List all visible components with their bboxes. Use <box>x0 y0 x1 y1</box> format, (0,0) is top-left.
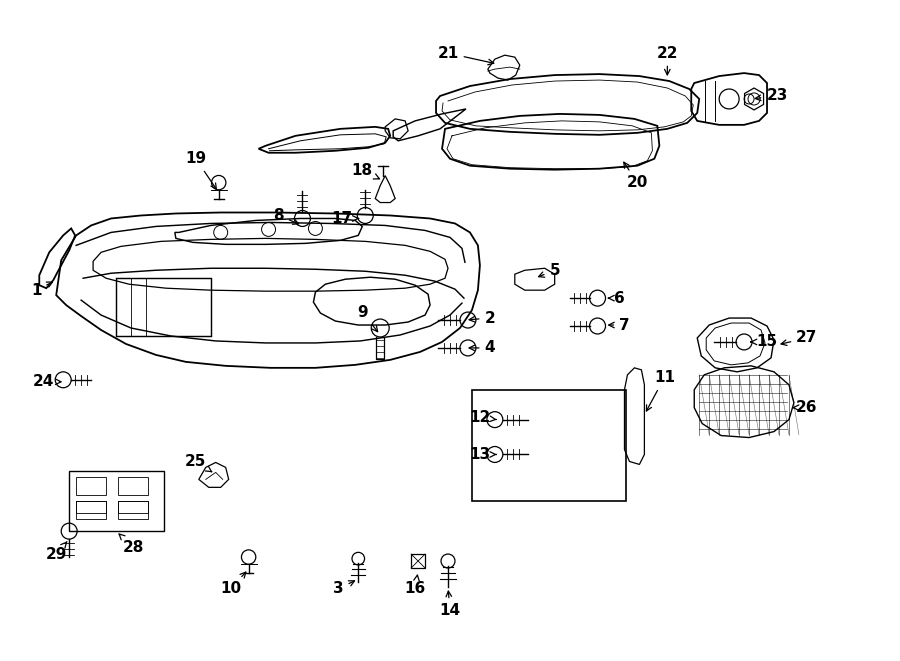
Text: 17: 17 <box>332 211 358 226</box>
Bar <box>472 390 626 501</box>
Text: 5: 5 <box>538 263 560 278</box>
Bar <box>76 477 106 495</box>
Bar <box>76 501 106 519</box>
Text: 15: 15 <box>751 334 778 350</box>
Text: 29: 29 <box>46 541 67 562</box>
Text: 19: 19 <box>185 151 216 189</box>
Text: 14: 14 <box>439 591 461 618</box>
Text: 3: 3 <box>333 581 355 596</box>
Text: 1: 1 <box>31 282 52 297</box>
Bar <box>69 471 164 531</box>
Text: 8: 8 <box>274 208 299 224</box>
Bar <box>118 501 148 519</box>
Text: 18: 18 <box>352 163 380 179</box>
Text: 24: 24 <box>32 374 61 389</box>
Text: 26: 26 <box>793 400 817 415</box>
Bar <box>118 477 148 495</box>
Text: 16: 16 <box>404 575 426 596</box>
Text: 21: 21 <box>437 46 494 65</box>
Text: 20: 20 <box>624 162 648 190</box>
Text: 4: 4 <box>469 340 495 356</box>
Text: 28: 28 <box>119 534 144 555</box>
Text: 12: 12 <box>469 410 496 425</box>
Text: 25: 25 <box>185 454 211 472</box>
Text: 6: 6 <box>608 291 625 305</box>
Text: 27: 27 <box>781 330 817 346</box>
Bar <box>76 501 106 513</box>
Text: 10: 10 <box>220 572 246 596</box>
Bar <box>118 501 148 513</box>
Text: 22: 22 <box>657 46 678 75</box>
Bar <box>411 554 425 568</box>
Text: 23: 23 <box>755 89 788 104</box>
Text: 9: 9 <box>357 305 378 332</box>
Text: 11: 11 <box>646 370 675 411</box>
Text: 2: 2 <box>469 311 495 326</box>
Bar <box>116 278 211 336</box>
Text: 7: 7 <box>608 317 630 332</box>
Text: 13: 13 <box>469 447 496 462</box>
